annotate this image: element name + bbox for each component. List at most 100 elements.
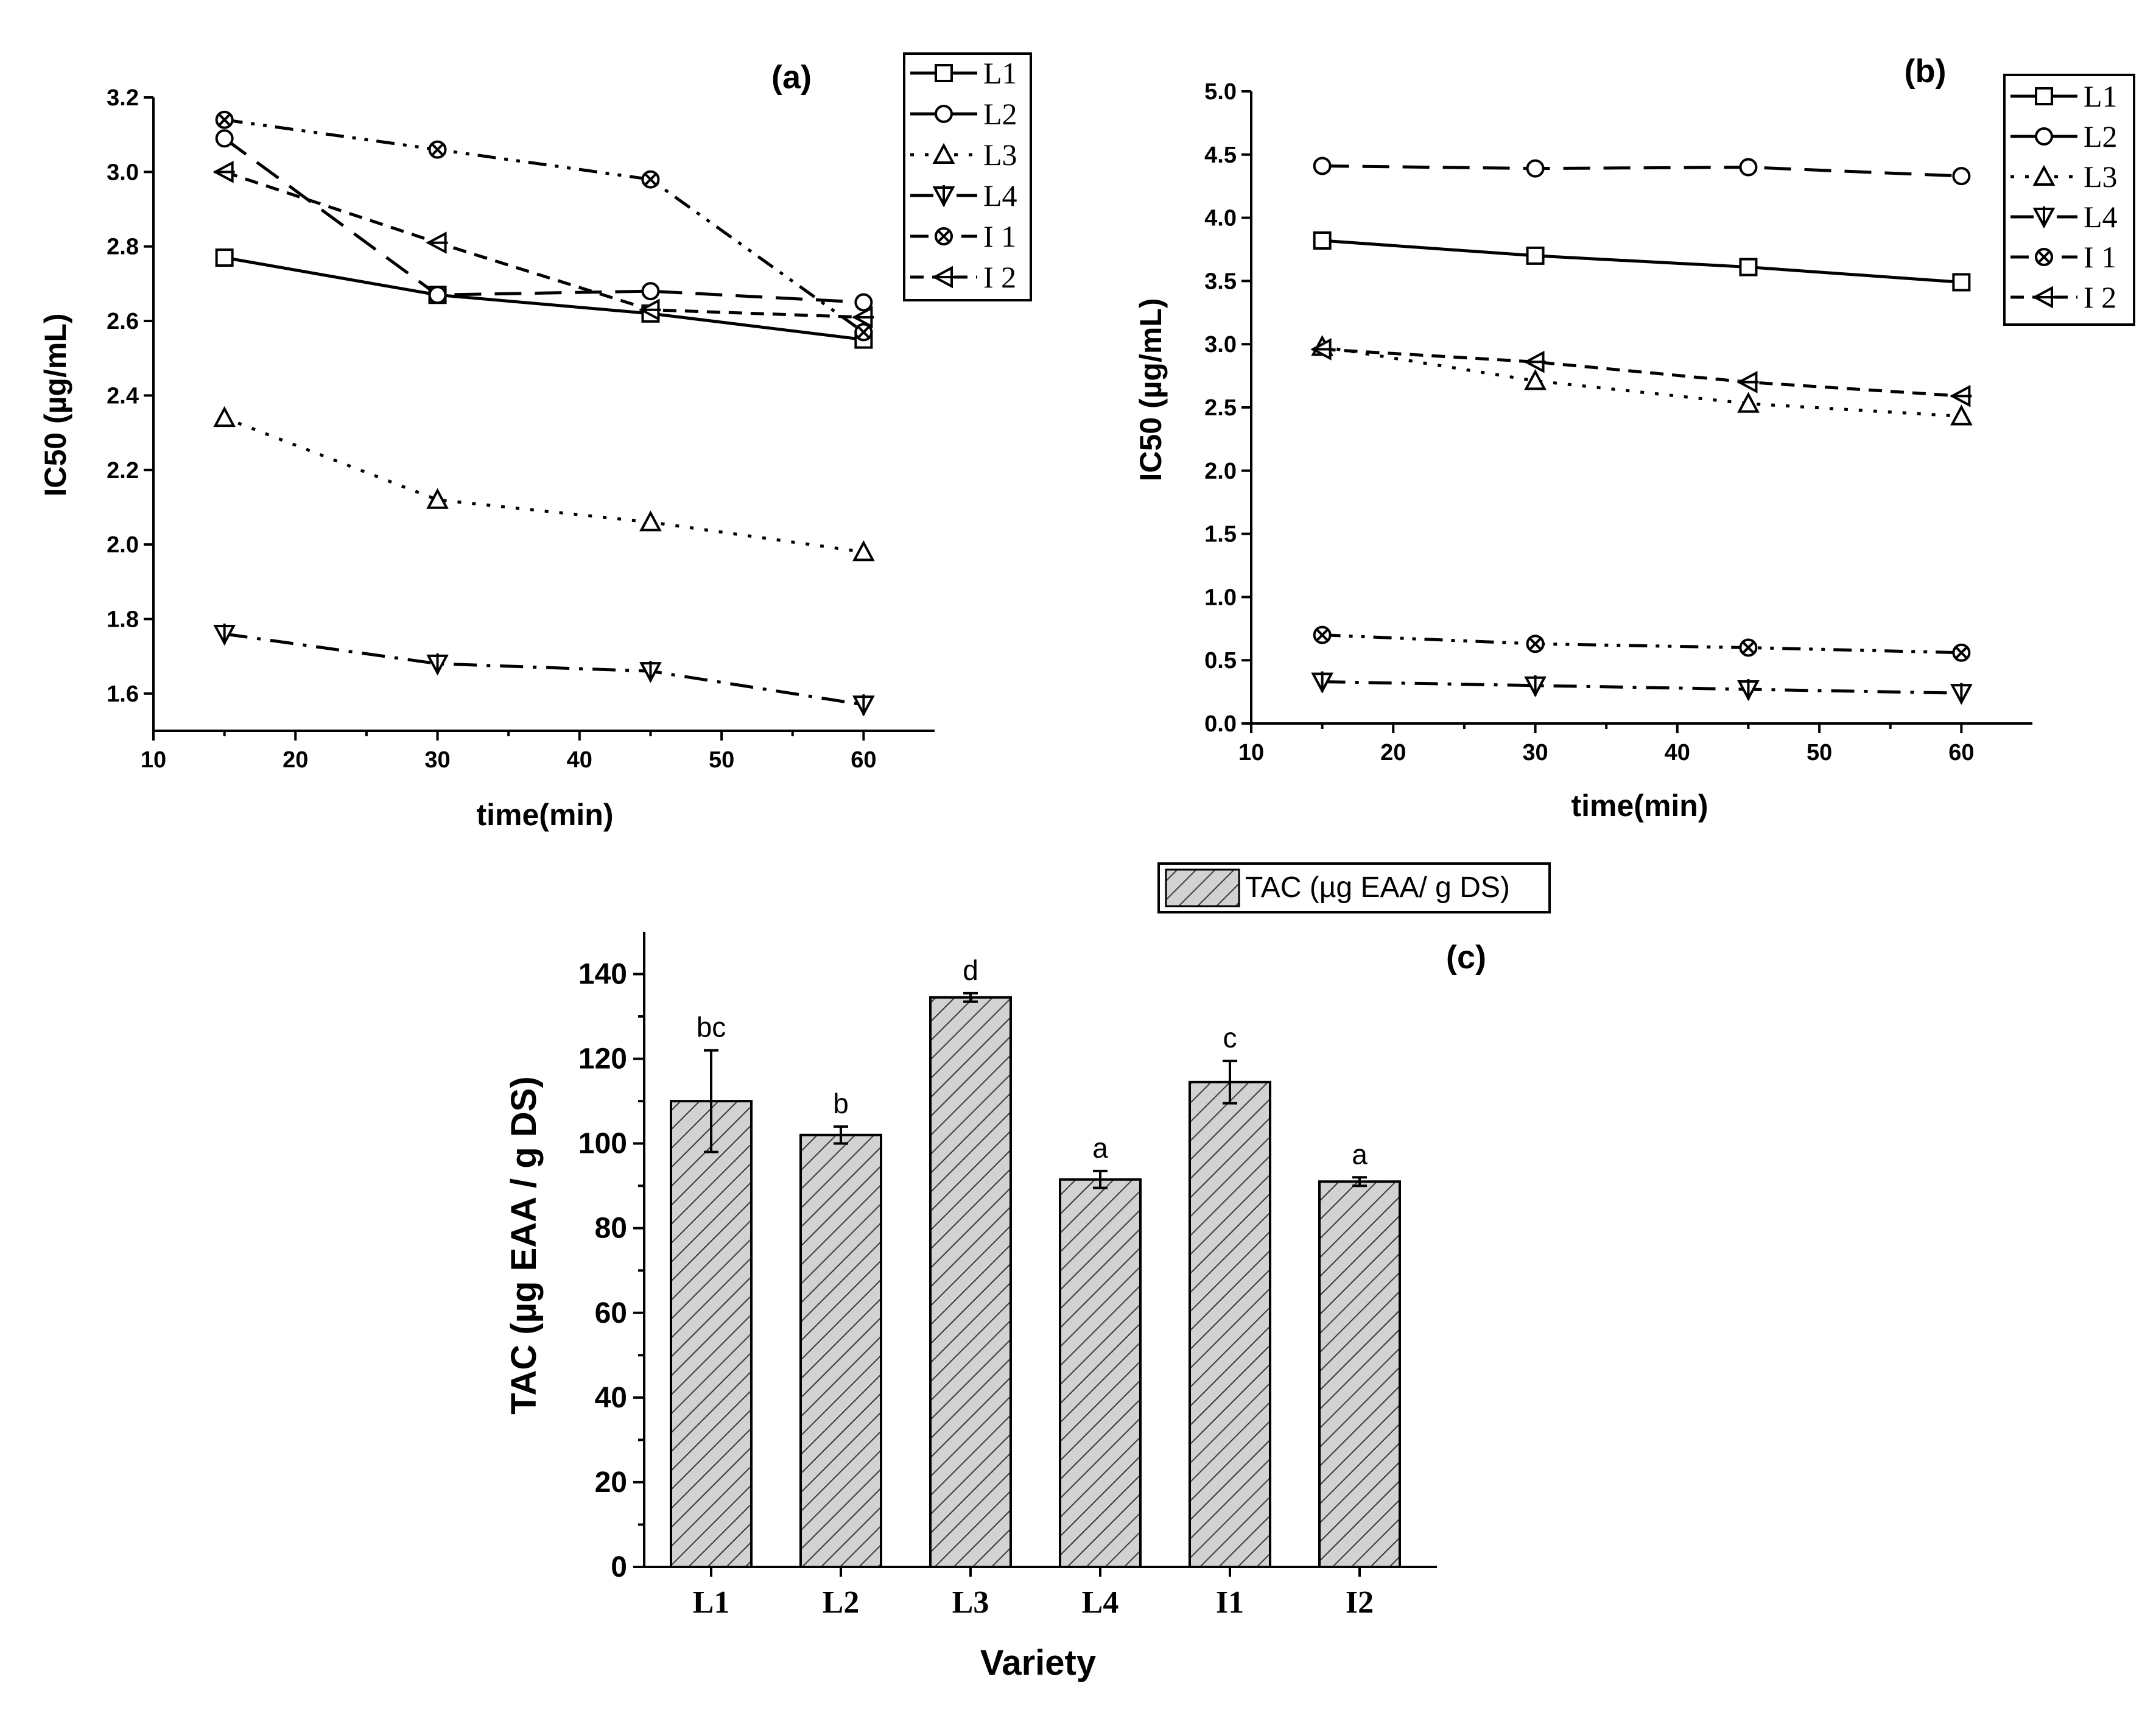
chart-c-bar — [1189, 1080, 1271, 1569]
chart-a-x-tick-label: 20 — [283, 747, 308, 773]
chart-b-y-tick-label: 0.0 — [1204, 711, 1237, 737]
chart-b-legend-label: L1 — [2084, 79, 2118, 113]
chart-c-error-bar — [834, 1125, 848, 1145]
chart-b-x-tick-label: 40 — [1665, 740, 1690, 765]
chart-b-series-0 — [1313, 231, 1971, 292]
chart-b-series-line — [1322, 239, 1962, 284]
chart-b-point — [1311, 671, 1333, 694]
chart-b-series-5 — [1310, 338, 1972, 407]
chart-a-legend-label: L1 — [983, 56, 1017, 90]
chart-a-legend-item: L4 — [910, 178, 1017, 213]
chart-a-legend-item: L1 — [910, 56, 1017, 90]
chart-c-significance-label: bc — [697, 1012, 726, 1043]
chart-b-ylabel: IC50 (µg/mL) — [1134, 298, 1168, 481]
chart-a-series-3 — [213, 623, 875, 717]
chart-a-legend-label: L4 — [983, 178, 1017, 213]
chart-a-legend-box — [903, 52, 1032, 301]
chart-a-point — [852, 306, 874, 329]
chart-a-legend-label: L2 — [983, 97, 1017, 131]
chart-a-point — [641, 282, 660, 301]
chart-b-point — [1524, 369, 1547, 390]
chart-b-point — [1952, 643, 1971, 662]
chart-a-legend-item: L2 — [910, 97, 1017, 131]
chart-a-series-2 — [213, 406, 875, 561]
chart-a-legend-marker — [932, 266, 954, 289]
chart-a-series-line — [224, 118, 865, 334]
chart-a-point — [641, 170, 660, 189]
chart-a-legend-item: L3 — [910, 138, 1017, 172]
chart-b-series-4 — [1313, 625, 1971, 662]
chart-a-series-line — [223, 137, 864, 304]
chart-b-point — [1737, 678, 1760, 702]
chart-a-legend-marker — [932, 185, 955, 208]
chart-b-legend-label: L3 — [2084, 160, 2118, 194]
chart-b-legend-marker — [2035, 248, 2053, 266]
chart-c-y-tick-label: 100 — [578, 1128, 627, 1160]
chart-a-point — [854, 323, 873, 342]
chart-b-y-tick-label: 5.0 — [1204, 79, 1237, 105]
chart-b-point — [1950, 683, 1973, 705]
chart-b-point — [1950, 384, 1972, 407]
chart-b-point — [1736, 371, 1759, 393]
chart-b-y-tick-label: 4.5 — [1204, 143, 1237, 168]
chart-a-legend: L1 L2 L3 L4 I 1 I 2 — [903, 52, 1032, 301]
chart-a: 10 20 30 40 50 601.61.82.02.22.42.62.83.03.2 … — [38, 52, 1032, 832]
chart-a-y-tick-label: 2.6 — [107, 309, 139, 334]
chart-b-legend-item: L3 — [2010, 160, 2118, 194]
chart-a-point — [426, 231, 448, 254]
chart-c-x-tick-label: L3 — [952, 1585, 989, 1620]
chart-c-ylabel: TAC (µg EAA / g DS) — [504, 1076, 544, 1414]
chart-b-x-tick-label: 10 — [1238, 740, 1264, 765]
chart-a-series-1 — [215, 129, 873, 312]
chart-b-point — [1739, 258, 1758, 276]
chart-b-point — [1739, 638, 1758, 657]
chart-c-bar — [670, 1100, 753, 1568]
chart-c-y-tick-label: 40 — [595, 1382, 627, 1414]
chart-b: 10 20 30 40 50 60 0.0 0.5 1.0 1.5 2.0 2.5 3.0 3.5 4.0 4… — [1134, 53, 2135, 823]
chart-a-series-line — [223, 416, 864, 554]
chart-a-point — [213, 623, 236, 646]
chart-c-y-tick-label: 80 — [595, 1212, 627, 1245]
chart-c-x-tick-label: L2 — [823, 1585, 860, 1620]
chart-b-legend-label: L4 — [2084, 200, 2118, 234]
chart-c-significance-label: a — [1092, 1132, 1108, 1164]
chart-b-legend-box — [2003, 74, 2135, 326]
chart-c-x-tick-label: I2 — [1346, 1585, 1374, 1620]
chart-b-legend-marker — [2032, 164, 2056, 186]
chart-c-x-tick-label: L1 — [693, 1585, 730, 1620]
chart-a-series-line — [224, 632, 864, 706]
chart-b-legend-marker — [2032, 286, 2054, 309]
chart-c-bar — [1318, 1180, 1401, 1569]
chart-c-error-bar — [963, 991, 978, 1003]
chart-c-xlabel: Variety — [980, 1643, 1096, 1683]
chart-c-error-bar — [1093, 1169, 1108, 1189]
chart-a-point — [639, 661, 662, 683]
chart-a-point — [212, 161, 235, 183]
chart-b-x-tick-label: 20 — [1380, 740, 1406, 765]
chart-b-y-tick-label: 3.0 — [1204, 332, 1237, 357]
chart-c-bar — [929, 996, 1012, 1568]
chart-a-y-tick-label: 2.2 — [107, 458, 139, 484]
chart-b-x-tick-label: 60 — [1948, 740, 1974, 765]
chart-b-legend-label: I 1 — [2084, 240, 2116, 274]
chart-b-y-tick-label: 2.0 — [1204, 459, 1237, 484]
chart-c-error-bar — [704, 1049, 718, 1153]
chart-b-legend-label: I 2 — [2084, 280, 2116, 314]
chart-b-point — [1952, 273, 1971, 292]
chart-c-y-tick-label: 140 — [578, 959, 627, 991]
chart-a-y-tick-label: 3.2 — [107, 85, 139, 111]
chart-a-xlabel: time(min) — [477, 798, 614, 832]
chart-b-x-tick-label: 30 — [1522, 740, 1548, 765]
chart-c-y-tick-label: 20 — [595, 1466, 627, 1499]
chart-a-x-tick-label: 50 — [709, 747, 734, 773]
chart-b-point — [1526, 159, 1545, 178]
chart-a-point — [852, 540, 875, 561]
chart-b-legend-marker — [2035, 127, 2053, 146]
chart-a-point — [639, 510, 662, 532]
chart-c-y-tick-label: 120 — [578, 1043, 627, 1075]
chart-b-series-line — [1322, 633, 1962, 655]
chart-b-series-line — [1322, 348, 1962, 398]
chart-b-point — [1739, 158, 1758, 177]
chart-b-legend-marker — [2035, 87, 2053, 105]
chart-b-series-3 — [1311, 671, 1973, 705]
